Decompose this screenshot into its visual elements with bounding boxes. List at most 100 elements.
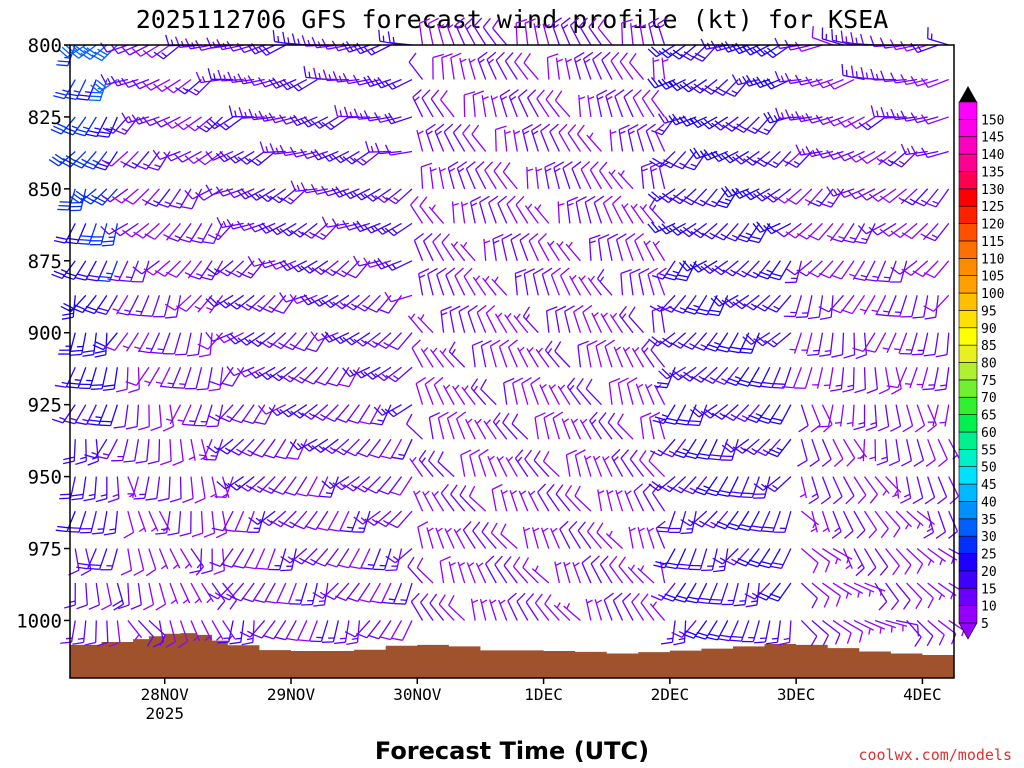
barb-flag [53,95,65,100]
barb-staff [631,601,645,621]
wind-barb [342,220,371,231]
wind-barb [184,150,213,164]
barb-staff [612,600,624,621]
wind-barb [186,79,213,96]
barb-flag [714,120,725,129]
barb-staff [345,404,360,423]
barb-staff [853,476,867,496]
barb-half-flag [350,484,357,489]
barb-staff [649,417,655,440]
barb-staff [574,455,582,477]
barb-flag [312,233,324,240]
barb-flag [854,240,866,244]
barb-flag [655,385,668,389]
barb-flag [123,460,135,463]
barb-flag [368,453,380,459]
barb-staff [695,438,708,459]
wind-barb [595,339,607,368]
barb-flag [684,455,697,460]
barb-flag [569,17,580,26]
barb-flag [771,562,784,566]
barb-flag [77,242,90,245]
wind-barb [492,412,508,440]
barb-staff [748,510,760,531]
wind-barb [927,582,946,601]
barb-staff [209,332,213,355]
barb-staff [515,22,518,46]
barb-flag [163,151,172,162]
barb-flag [700,410,711,419]
barb-staff [948,510,959,532]
barb-staff [772,510,781,533]
wind-barb [187,332,203,357]
barb-half-flag [662,58,669,63]
wind-barb [528,232,539,262]
wind-barb [135,439,150,464]
barb-flag [173,153,183,163]
wind-barb [429,593,445,621]
barb-flag [739,523,752,528]
barb-staff [767,260,781,280]
barb-flag [567,124,577,134]
barb-staff [357,582,371,602]
barb-staff [530,383,539,405]
wind-barb [676,548,697,570]
wind-barb [481,521,497,549]
wind-barb [459,485,476,512]
wind-barb [588,17,602,46]
barb-half-flag [745,232,752,236]
wind-barb [471,340,484,368]
barb-staff [874,582,888,603]
barb-flag [253,421,266,425]
barb-half-flag [865,72,869,79]
barb-flag [912,316,924,319]
barb-flag [522,306,530,317]
barb-flag [543,411,555,419]
wind-barb [886,366,908,389]
barb-flag [361,567,373,570]
barb-half-flag [170,599,177,604]
barb-staff [727,476,739,497]
barb-flag [68,527,81,529]
barb-flag [712,557,723,565]
barb-flag [732,156,742,165]
barb-flag [867,566,877,577]
wind-barb [441,53,453,80]
barb-flag [366,487,377,494]
wind-barb [582,304,593,333]
barb-staff [463,275,476,296]
barb-half-flag [931,234,938,239]
wind-barb [84,438,108,459]
barb-half-flag [849,236,857,240]
barb-staff [158,439,161,462]
barb-staff [779,404,792,425]
barb-staff [844,150,865,162]
wind-barb [523,53,539,80]
barb-flag [363,371,373,380]
barb-flag [352,191,362,201]
wind-barb [585,378,602,406]
wind-barb [615,233,627,261]
barb-flag [345,41,354,52]
wind-barb [77,223,97,245]
barb-flag [274,636,286,641]
barb-staff [545,310,550,333]
wind-barb [432,53,444,80]
wind-barb [661,620,676,645]
wind-barb [268,112,297,124]
barb-flag [564,305,575,312]
barb-staff [298,78,318,92]
wind-barb [300,294,329,306]
barb-flag [286,637,298,642]
wind-barb [410,592,424,621]
barb-flag [206,445,217,454]
barb-flag [820,202,832,208]
barb-half-flag [630,564,635,571]
barb-flag [175,353,187,356]
barb-staff [204,150,223,166]
barb-flag [876,460,888,466]
barb-flag [313,604,325,607]
barb-flag [207,414,219,422]
wind-barb [217,69,244,82]
